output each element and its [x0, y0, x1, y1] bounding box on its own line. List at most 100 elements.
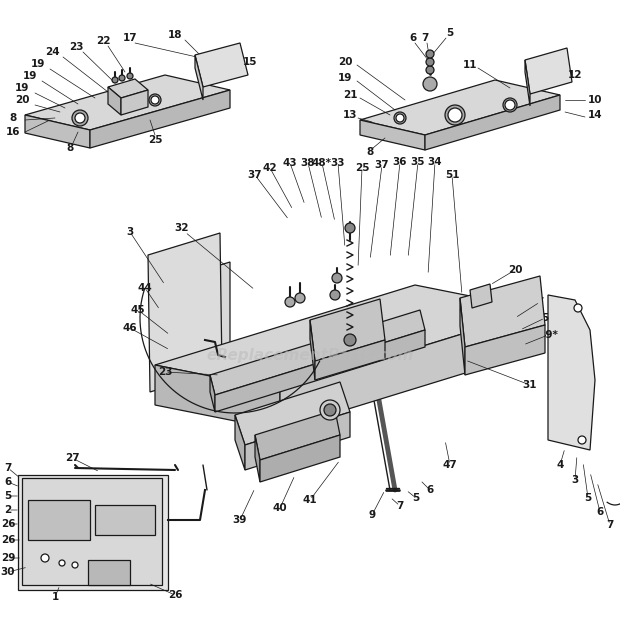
Polygon shape — [255, 410, 340, 460]
Circle shape — [75, 113, 85, 123]
Polygon shape — [235, 382, 350, 445]
Polygon shape — [360, 120, 425, 150]
Polygon shape — [210, 310, 425, 395]
Circle shape — [445, 105, 465, 125]
Polygon shape — [25, 75, 230, 130]
Text: 31: 31 — [523, 380, 538, 390]
Text: 34: 34 — [428, 157, 442, 167]
Polygon shape — [548, 295, 595, 450]
Text: 20: 20 — [15, 95, 29, 105]
Text: 13: 13 — [343, 110, 357, 120]
Circle shape — [119, 75, 125, 81]
Circle shape — [330, 290, 340, 300]
Polygon shape — [22, 478, 162, 585]
Circle shape — [285, 297, 295, 307]
Text: 30: 30 — [1, 567, 16, 577]
Circle shape — [127, 73, 133, 79]
Text: 25: 25 — [148, 135, 162, 145]
Circle shape — [426, 66, 434, 74]
Text: 39: 39 — [233, 515, 247, 525]
Text: 8: 8 — [9, 113, 17, 123]
Polygon shape — [310, 299, 385, 361]
Text: 38: 38 — [301, 158, 315, 168]
Text: 32: 32 — [175, 223, 189, 233]
Circle shape — [112, 77, 118, 83]
Polygon shape — [108, 79, 148, 98]
Text: 6: 6 — [4, 477, 12, 487]
Polygon shape — [155, 365, 280, 430]
Text: 41: 41 — [303, 495, 317, 505]
Text: 5: 5 — [585, 493, 591, 503]
Text: 1: 1 — [51, 592, 59, 602]
Circle shape — [59, 560, 65, 566]
Circle shape — [426, 50, 434, 58]
Polygon shape — [155, 285, 540, 390]
Polygon shape — [425, 95, 560, 150]
Circle shape — [72, 110, 88, 126]
Text: 2: 2 — [4, 505, 12, 515]
Polygon shape — [195, 43, 248, 87]
Polygon shape — [215, 330, 425, 412]
Text: 40: 40 — [273, 503, 287, 513]
Text: 5: 5 — [4, 491, 12, 501]
Polygon shape — [28, 500, 90, 540]
Text: 25: 25 — [355, 163, 370, 173]
Text: 19: 19 — [15, 83, 29, 93]
Text: 23: 23 — [157, 367, 172, 377]
Text: 26: 26 — [1, 519, 16, 529]
Text: 20: 20 — [338, 57, 352, 67]
Text: 5: 5 — [446, 28, 454, 38]
Circle shape — [332, 273, 342, 283]
Text: 49*: 49* — [538, 330, 558, 340]
Circle shape — [503, 98, 517, 112]
Circle shape — [505, 100, 515, 110]
Text: 9: 9 — [368, 510, 376, 520]
Polygon shape — [121, 90, 148, 115]
Text: 45: 45 — [131, 305, 145, 315]
Circle shape — [345, 223, 355, 233]
Text: 6: 6 — [427, 485, 433, 495]
Polygon shape — [88, 560, 130, 585]
Polygon shape — [235, 415, 245, 470]
Polygon shape — [95, 505, 155, 535]
Circle shape — [72, 562, 78, 568]
Text: 27: 27 — [64, 453, 79, 463]
Polygon shape — [18, 475, 168, 590]
Polygon shape — [465, 325, 545, 375]
Text: 19: 19 — [31, 59, 45, 69]
Circle shape — [324, 404, 336, 416]
Polygon shape — [148, 233, 222, 392]
Polygon shape — [195, 55, 203, 100]
Polygon shape — [260, 435, 340, 482]
Polygon shape — [525, 60, 530, 106]
Text: 37: 37 — [247, 170, 262, 180]
Circle shape — [426, 58, 434, 66]
Text: 10: 10 — [588, 95, 602, 105]
Circle shape — [396, 114, 404, 122]
Polygon shape — [210, 375, 215, 412]
Circle shape — [41, 554, 49, 562]
Text: 11: 11 — [463, 60, 477, 70]
Polygon shape — [155, 262, 230, 388]
Text: 6: 6 — [596, 507, 604, 517]
Circle shape — [151, 96, 159, 104]
Text: 3: 3 — [126, 227, 134, 237]
Polygon shape — [360, 80, 560, 135]
Text: 48*: 48* — [312, 158, 332, 168]
Text: 7: 7 — [536, 297, 544, 307]
Text: 7: 7 — [422, 33, 428, 43]
Polygon shape — [310, 320, 315, 380]
Polygon shape — [460, 298, 465, 375]
Text: 5: 5 — [412, 493, 420, 503]
Text: 5: 5 — [541, 313, 549, 323]
Text: 16: 16 — [6, 127, 20, 137]
Text: 36: 36 — [392, 157, 407, 167]
Text: 51: 51 — [445, 170, 459, 180]
Text: eReplacementParts.com: eReplacementParts.com — [206, 348, 414, 362]
Text: 29: 29 — [1, 553, 15, 563]
Text: 7: 7 — [396, 501, 404, 511]
Text: 44: 44 — [138, 283, 153, 293]
Circle shape — [394, 112, 406, 124]
Text: 26: 26 — [168, 590, 182, 600]
Circle shape — [320, 400, 340, 420]
